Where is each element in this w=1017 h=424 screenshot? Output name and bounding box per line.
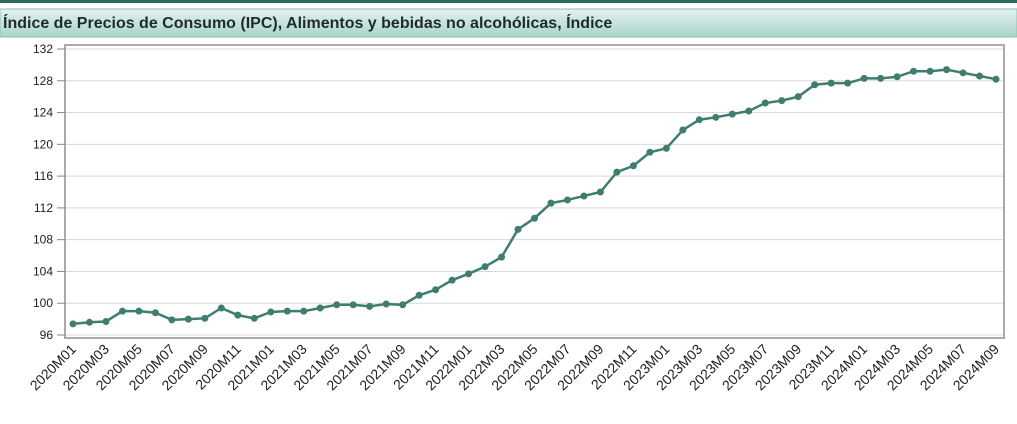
point bbox=[85, 318, 93, 326]
point bbox=[151, 309, 159, 317]
y-tick-label: 96 bbox=[40, 328, 54, 342]
point bbox=[926, 67, 934, 75]
point bbox=[333, 301, 341, 309]
point bbox=[745, 107, 753, 115]
point bbox=[234, 311, 242, 319]
point bbox=[596, 188, 604, 196]
point bbox=[250, 314, 258, 322]
point bbox=[728, 110, 736, 118]
point bbox=[283, 307, 291, 315]
y-tick-label: 132 bbox=[33, 42, 53, 56]
point bbox=[794, 93, 802, 101]
point bbox=[316, 304, 324, 312]
point bbox=[860, 74, 868, 82]
point bbox=[300, 307, 308, 315]
title-bar bbox=[0, 8, 1017, 38]
y-tick-label: 124 bbox=[33, 106, 53, 120]
point bbox=[613, 168, 621, 176]
point bbox=[102, 317, 110, 325]
point bbox=[629, 162, 637, 170]
point bbox=[531, 214, 538, 222]
y-tick-label: 120 bbox=[33, 137, 53, 151]
point bbox=[448, 276, 456, 284]
chart-title: Índice de Precios de Consumo (IPC), Alim… bbox=[3, 13, 612, 32]
point bbox=[563, 196, 571, 204]
point bbox=[69, 320, 77, 328]
point bbox=[399, 301, 407, 309]
point bbox=[366, 302, 374, 310]
y-tick-label: 116 bbox=[34, 169, 53, 183]
point bbox=[382, 300, 390, 308]
point bbox=[498, 253, 506, 261]
point bbox=[547, 199, 555, 207]
point bbox=[646, 148, 654, 156]
point bbox=[267, 308, 275, 316]
point bbox=[910, 67, 918, 75]
point bbox=[893, 73, 901, 81]
point bbox=[662, 144, 670, 152]
point bbox=[712, 113, 720, 121]
y-tick-label: 100 bbox=[33, 296, 53, 310]
point bbox=[811, 81, 819, 89]
point bbox=[465, 270, 473, 278]
point bbox=[349, 301, 357, 309]
point bbox=[217, 304, 225, 312]
point bbox=[827, 79, 835, 87]
point bbox=[118, 307, 126, 315]
y-tick-label: 108 bbox=[33, 233, 53, 247]
point bbox=[778, 97, 786, 105]
point bbox=[679, 126, 687, 134]
point bbox=[201, 314, 209, 322]
point bbox=[976, 72, 984, 80]
point bbox=[135, 307, 143, 315]
point bbox=[943, 66, 951, 74]
plot-frame bbox=[64, 44, 1005, 339]
y-tick-label: 128 bbox=[33, 74, 53, 88]
point bbox=[184, 315, 192, 323]
point bbox=[695, 116, 703, 124]
top-bar bbox=[0, 0, 1017, 3]
point bbox=[514, 225, 522, 233]
point bbox=[761, 99, 769, 107]
point bbox=[168, 316, 176, 324]
point bbox=[432, 286, 440, 294]
point bbox=[481, 263, 489, 271]
point bbox=[959, 69, 967, 77]
point bbox=[992, 75, 1000, 83]
y-tick-label: 104 bbox=[33, 264, 53, 278]
point bbox=[415, 291, 423, 299]
point bbox=[580, 192, 588, 200]
point bbox=[877, 74, 885, 82]
point bbox=[844, 79, 852, 87]
y-tick-label: 112 bbox=[34, 201, 53, 215]
